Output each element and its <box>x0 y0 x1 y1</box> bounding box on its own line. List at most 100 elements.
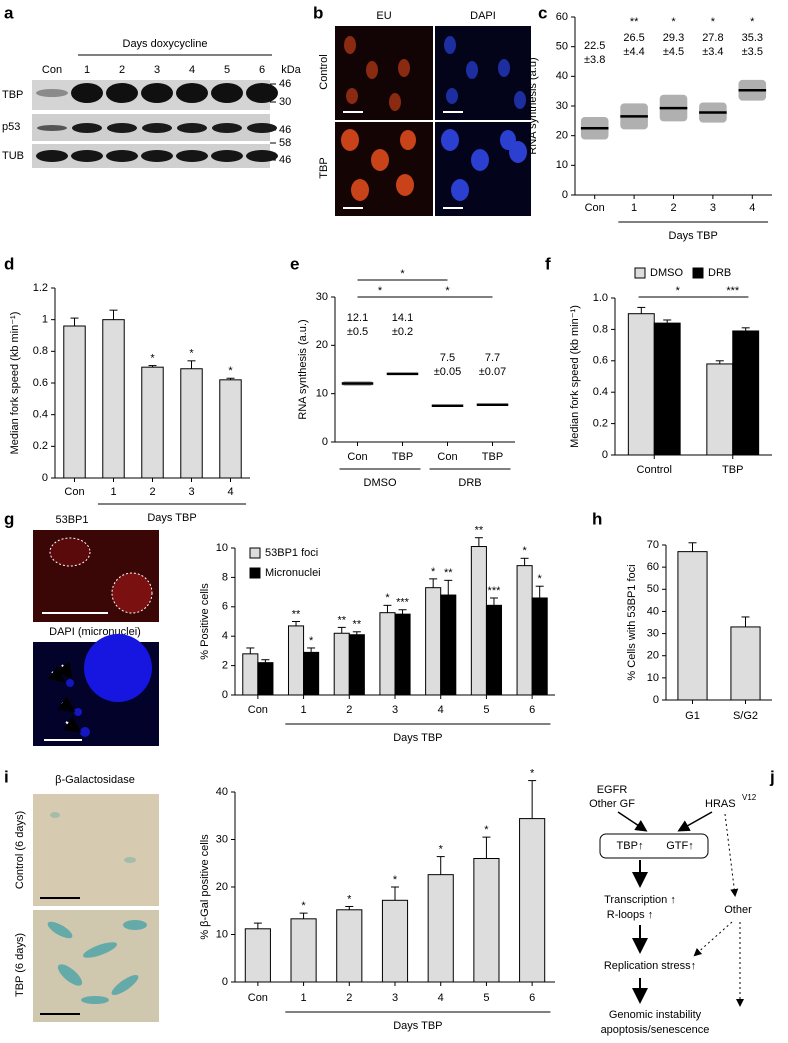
y-axis-label: Median fork speed (kb min⁻¹) <box>9 312 21 455</box>
y-tick-label: 10 <box>216 542 228 554</box>
bar <box>379 612 396 696</box>
y-tick-label: 20 <box>216 881 228 893</box>
bar <box>427 874 454 983</box>
blot-band <box>71 83 103 103</box>
significance: ** <box>630 16 639 28</box>
legend-swatch <box>249 567 261 579</box>
y-tick-label: 20 <box>316 339 328 351</box>
bar <box>242 653 259 696</box>
y-tick-label: 6 <box>222 601 228 613</box>
y-axis-label: RNA synthesis (a.u.) <box>297 319 309 419</box>
significance: * <box>538 573 543 585</box>
lane-label: 1 <box>84 64 90 76</box>
x-tick-label: 2 <box>346 992 352 1004</box>
y-tick-label: 0.2 <box>33 440 48 452</box>
significance: * <box>189 348 194 360</box>
blot-band <box>71 150 103 162</box>
x-tick-label: 4 <box>227 486 233 498</box>
marker-label: 46 <box>279 124 291 136</box>
x-tick-label: G1 <box>685 710 700 722</box>
x-tick-label: TBP <box>482 451 503 463</box>
y-tick-label: 50 <box>647 583 659 595</box>
legend-swatch <box>692 267 704 279</box>
panel-label: h <box>592 509 602 528</box>
node-label: HRAS <box>705 798 736 810</box>
significance: * <box>228 365 233 377</box>
significance: *** <box>488 585 502 597</box>
y-tick-label: 0 <box>653 694 659 706</box>
x-tick-label: 3 <box>188 486 194 498</box>
x-tick-label: S/G2 <box>733 710 758 722</box>
node-label: Genomic instability <box>609 1009 702 1021</box>
bar <box>303 651 320 696</box>
significance: ** <box>444 567 453 579</box>
value-label: 26.5 <box>623 32 644 44</box>
significance: *** <box>396 597 410 609</box>
panel-label: b <box>313 3 323 22</box>
lane-label: 4 <box>189 64 195 76</box>
bar <box>141 366 164 479</box>
lane-label: 3 <box>154 64 160 76</box>
micronuclei <box>66 679 90 737</box>
blot-band <box>36 150 68 162</box>
group-label: Days TBP <box>669 230 718 242</box>
group-label: Days TBP <box>393 1020 442 1032</box>
bar <box>519 818 546 983</box>
x-tick-label: 1 <box>110 486 116 498</box>
significance: * <box>385 592 390 604</box>
nuclei <box>344 36 410 111</box>
node-label: R-loops ↑ <box>607 909 653 921</box>
nucleus <box>49 537 91 567</box>
value-label: 27.8 <box>702 32 723 44</box>
panel-label: c <box>538 3 547 22</box>
column-label: EU <box>376 10 391 22</box>
node-label: Replication stress↑ <box>604 960 696 972</box>
blot-band <box>176 150 208 162</box>
arrow <box>724 813 739 897</box>
y-axis-label: RNA synthesis (a.u) <box>527 57 539 154</box>
value-label: 35.3 <box>742 32 763 44</box>
y-tick-label: 0.2 <box>593 418 608 430</box>
significance: * <box>671 16 676 28</box>
bar <box>102 319 125 479</box>
image <box>33 794 159 906</box>
y-tick-label: 30 <box>556 100 568 112</box>
y-tick-label: 0.6 <box>593 355 608 367</box>
bracket-label: * <box>445 285 450 297</box>
x-tick-label: Control <box>637 464 672 476</box>
value-label: 22.5 <box>584 40 605 52</box>
scale-bars <box>343 111 463 209</box>
bar <box>287 625 305 696</box>
error-label: ±0.2 <box>392 326 413 338</box>
x-tick-label: Con <box>248 704 268 716</box>
x-tick-label: 3 <box>710 202 716 214</box>
y-tick-label: 0 <box>42 472 48 484</box>
x-tick-label: 1 <box>301 992 307 1004</box>
significance: * <box>309 635 314 647</box>
x-tick-label: 3 <box>392 704 398 716</box>
node-label: Other <box>724 904 752 916</box>
panel-label: d <box>4 254 14 273</box>
x-tick-label: 4 <box>438 704 444 716</box>
y-tick-label: 40 <box>216 786 228 798</box>
blot-band <box>211 83 243 103</box>
significance: * <box>484 824 489 836</box>
blot-band <box>176 83 208 103</box>
y-tick-label: 0 <box>222 976 228 988</box>
y-tick-label: 0 <box>602 449 608 461</box>
bracket-label: * <box>676 285 681 297</box>
y-tick-label: 0 <box>562 189 568 201</box>
blot-band <box>72 123 102 133</box>
value-label: 29.3 <box>663 32 684 44</box>
y-tick-label: 60 <box>556 11 568 23</box>
significance: ** <box>337 614 346 626</box>
bar <box>473 858 500 983</box>
row-label: TBP (6 days) <box>14 933 26 997</box>
bar <box>425 587 442 696</box>
blot-band <box>177 123 207 133</box>
y-tick-label: 0 <box>222 689 228 701</box>
y-tick-label: 70 <box>647 539 659 551</box>
x-tick-label: 2 <box>149 486 155 498</box>
blot-band <box>246 150 278 162</box>
x-tick-label: Con <box>248 992 268 1004</box>
